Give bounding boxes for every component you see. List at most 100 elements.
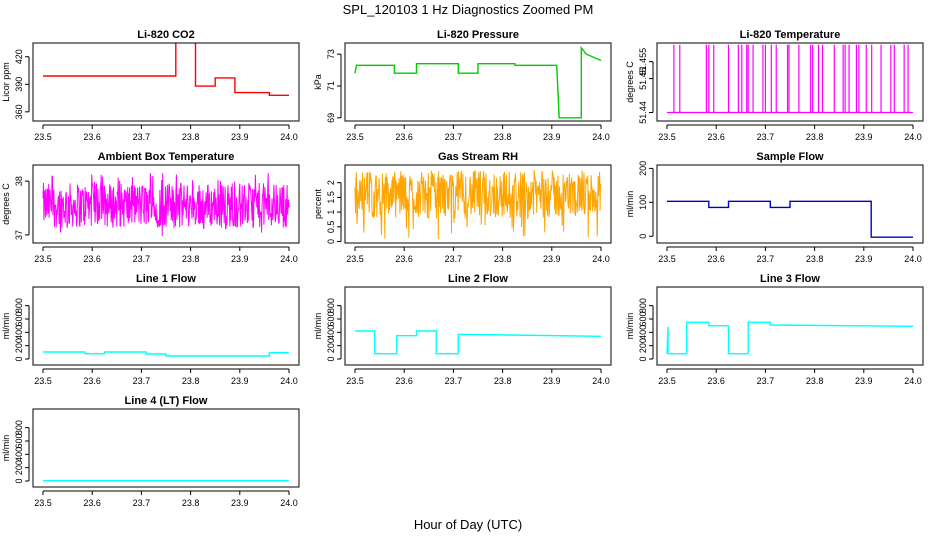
- x-tick-label: 23.7: [133, 254, 151, 264]
- y-tick-label: 800: [14, 420, 24, 435]
- y-axis-label: degrees C: [1, 183, 11, 225]
- y-tick-label: 2: [326, 180, 336, 185]
- y-tick-label: 600: [14, 311, 24, 326]
- x-tick-label: 24.0: [592, 254, 610, 264]
- y-tick-label: 0: [14, 356, 24, 361]
- panel-title: Line 4 (LT) Flow: [125, 395, 208, 407]
- x-tick-label: 24.0: [592, 376, 610, 386]
- panel-5: Gas Stream RH 23.5 23.6 23.7 23.8 23.9 24.0 0 0.…: [313, 151, 612, 264]
- y-tick-label: 38: [14, 176, 24, 186]
- x-tick-label: 23.5: [34, 132, 52, 142]
- y-tick-label: 390: [14, 77, 24, 92]
- x-tick-label: 23.8: [494, 132, 512, 142]
- x-tick-label: 23.6: [395, 132, 413, 142]
- x-tick-label: 23.5: [658, 376, 676, 386]
- y-tick-label: 51.44: [638, 101, 648, 124]
- series-line-1: [355, 330, 602, 355]
- y-axis-label: ml/min: [1, 435, 11, 462]
- y-axis-label: kPa: [313, 74, 323, 90]
- x-tick-label: 23.6: [707, 376, 725, 386]
- panel-7: Line 1 Flow 23.5 23.6 23.7 23.8 23.9 24.0 0 2004…: [1, 273, 300, 386]
- y-tick-label: 0: [326, 356, 336, 361]
- y-tick-label: 51.45: [638, 67, 648, 90]
- x-tick-label: 23.8: [182, 132, 200, 142]
- x-tick-label: 23.9: [855, 376, 873, 386]
- x-tick-label: 23.8: [182, 376, 200, 386]
- y-tick-label: 0: [638, 356, 648, 361]
- x-tick-label: 23.9: [231, 376, 249, 386]
- x-tick-label: 23.7: [757, 376, 775, 386]
- x-tick-label: 24.0: [280, 498, 298, 508]
- y-tick-label: 100: [638, 195, 648, 210]
- x-tick-label: 23.9: [855, 254, 873, 264]
- panel-title: Gas Stream RH: [438, 151, 518, 163]
- y-tick-label: 400: [326, 325, 336, 340]
- x-tick-label: 24.0: [904, 132, 922, 142]
- panel-title: Line 3 Flow: [760, 273, 820, 285]
- x-tick-label: 24.0: [280, 254, 298, 264]
- x-tick-label: 23.5: [346, 254, 364, 264]
- data-layer: [355, 330, 602, 355]
- y-tick-label: 0: [14, 478, 24, 483]
- data-layer: [667, 44, 913, 114]
- y-tick-label: 800: [326, 298, 336, 313]
- x-tick-label: 23.5: [34, 376, 52, 386]
- data-layer: [42, 173, 290, 236]
- panel-6: Sample Flow 23.5 23.6 23.7 23.8 23.9 24.0 0 100 2…: [625, 151, 924, 264]
- x-tick-label: 23.9: [543, 376, 561, 386]
- y-axis-label: ml/min: [1, 313, 11, 340]
- y-tick-label: 600: [326, 311, 336, 326]
- plot-frame: [344, 286, 612, 366]
- y-tick-label: 1: [326, 210, 336, 215]
- x-tick-label: 23.8: [182, 498, 200, 508]
- x-tick-label: 23.7: [133, 376, 151, 386]
- x-tick-label: 23.6: [707, 132, 725, 142]
- x-tick-label: 23.5: [658, 132, 676, 142]
- plot-frame: [32, 408, 300, 488]
- y-tick-label: 400: [638, 325, 648, 340]
- x-tick-label: 23.5: [34, 498, 52, 508]
- x-tick-label: 23.9: [231, 498, 249, 508]
- y-tick-label: 37: [14, 230, 24, 240]
- y-tick-label: 1.5: [326, 191, 336, 204]
- y-tick-label: 200: [638, 161, 648, 176]
- panel-title: Li-820 CO2: [137, 29, 194, 41]
- data-layer: [354, 45, 602, 119]
- x-tick-label: 23.7: [757, 254, 775, 264]
- y-axis-label: degrees C: [625, 61, 635, 103]
- panel-title: Line 2 Flow: [448, 273, 508, 285]
- y-tick-label: 400: [14, 447, 24, 462]
- x-tick-label: 23.8: [806, 132, 824, 142]
- y-axis-label: ml/min: [625, 191, 635, 218]
- plot-frame: [344, 42, 612, 122]
- plot-frame: [656, 42, 924, 122]
- panel-title: Li-820 Pressure: [437, 29, 519, 41]
- panel-4: Ambient Box Temperature 23.5 23.6 23.7 23.8 2…: [1, 151, 300, 264]
- panel-title: Sample Flow: [756, 151, 824, 163]
- plot-frame: [32, 42, 300, 122]
- x-tick-label: 23.5: [346, 376, 364, 386]
- x-tick-label: 23.7: [445, 132, 463, 142]
- y-axis-label: ml/min: [625, 313, 635, 340]
- y-tick-label: 600: [14, 433, 24, 448]
- x-tick-label: 23.8: [182, 254, 200, 264]
- data-layer: [667, 200, 913, 238]
- x-tick-label: 23.8: [494, 376, 512, 386]
- data-layer: [354, 169, 602, 240]
- plot-frame: [656, 164, 924, 244]
- data-layer: [43, 351, 289, 357]
- x-tick-label: 24.0: [280, 376, 298, 386]
- y-axis-label: Licor ppm: [1, 62, 11, 102]
- x-tick-label: 24.0: [904, 254, 922, 264]
- x-tick-label: 23.5: [346, 132, 364, 142]
- y-tick-label: 71: [326, 81, 336, 91]
- x-tick-label: 23.9: [543, 132, 561, 142]
- x-tick-label: 23.7: [445, 376, 463, 386]
- series-line-1: [666, 321, 914, 355]
- y-tick-label: 73: [326, 49, 336, 59]
- plot-frame: [344, 164, 612, 244]
- data-layer: [43, 43, 289, 97]
- plot-frame: [656, 286, 924, 366]
